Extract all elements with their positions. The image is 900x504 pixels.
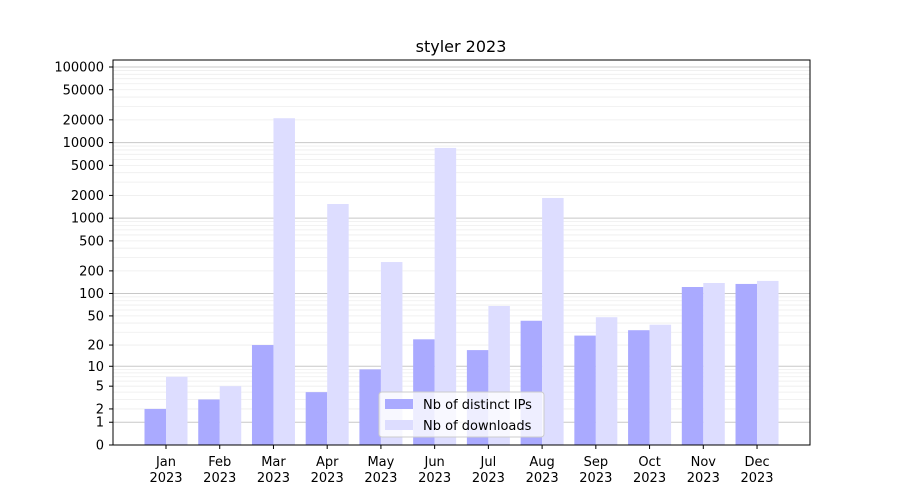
y-tick-label: 50000: [63, 83, 104, 98]
x-tick-label-year: 2023: [203, 471, 236, 486]
legend-swatch-ips: [385, 399, 413, 409]
axes-frame: [112, 59, 811, 446]
y-tick-label: 20000: [63, 113, 104, 128]
x-tick-label-year: 2023: [472, 471, 505, 486]
x-tick-label-year: 2023: [418, 471, 451, 486]
bar-downloads: [166, 376, 188, 445]
bar-ips: [198, 399, 220, 445]
legend: Nb of distinct IPs Nb of downloads: [378, 391, 545, 438]
x-tick-label: Jan: [155, 455, 176, 470]
bar-downloads: [649, 324, 672, 445]
x-tick-label: May: [367, 455, 394, 470]
x-tick-label: Mar: [261, 455, 286, 470]
x-tick-label-year: 2023: [364, 471, 397, 486]
bar-downloads: [327, 204, 349, 445]
bar-ips: [144, 408, 166, 445]
bar-downloads: [703, 282, 725, 445]
x-tick-label: Oct: [638, 455, 660, 470]
x-tick-label-year: 2023: [687, 471, 720, 486]
y-tick-label: 20: [87, 339, 104, 354]
x-tick-label: Jul: [480, 455, 497, 470]
bar-ips: [574, 335, 596, 445]
x-tick-label: Aug: [529, 455, 554, 470]
legend-swatch-downloads: [385, 420, 413, 430]
y-tick-label: 10000: [63, 136, 104, 151]
bar-ips: [251, 345, 274, 445]
bar-ips: [359, 369, 381, 445]
chart-title: styler 2023: [416, 37, 507, 56]
x-tick-label: Sep: [584, 455, 609, 470]
y-tick-label: 200: [79, 264, 104, 279]
bar-downloads: [542, 197, 564, 445]
x-tick-label: Jun: [423, 455, 444, 470]
y-tick-label: 1000: [71, 212, 104, 227]
y-tick-label: 0: [96, 439, 104, 454]
bar-downloads: [219, 386, 242, 445]
y-tick-label: 2000: [71, 189, 104, 204]
bar-ips: [681, 287, 704, 445]
x-tick-label: Feb: [208, 455, 231, 470]
y-tick-label: 2: [96, 402, 104, 417]
bar-downloads: [273, 118, 295, 446]
bar-downloads: [595, 317, 618, 445]
x-tick-label: Dec: [744, 455, 769, 470]
bar-ips: [305, 392, 328, 445]
y-tick-label: 50: [87, 309, 104, 324]
bars: [144, 118, 779, 446]
x-axis: Jan2023Feb2023Mar2023Apr2023May2023Jun20…: [149, 445, 774, 486]
y-tick-label: 5: [96, 380, 104, 395]
x-tick-label-year: 2023: [149, 471, 182, 486]
y-tick-label: 100000: [54, 60, 104, 75]
bar-downloads: [434, 147, 457, 445]
y-tick-label: 5000: [71, 159, 104, 174]
legend-box: [378, 391, 545, 438]
x-tick-label: Apr: [316, 455, 339, 470]
bar-ips: [735, 283, 758, 445]
legend-label-downloads: Nb of downloads: [423, 419, 532, 434]
y-tick-label: 500: [79, 234, 104, 249]
x-tick-label-year: 2023: [311, 471, 344, 486]
x-tick-label: Nov: [691, 455, 717, 470]
x-tick-label-year: 2023: [257, 471, 290, 486]
legend-label-ips: Nb of distinct IPs: [423, 398, 532, 413]
bar-downloads: [757, 280, 779, 445]
x-tick-label-year: 2023: [740, 471, 773, 486]
x-tick-label-year: 2023: [633, 471, 666, 486]
y-tick-label: 10: [87, 360, 104, 375]
y-tick-label: 100: [79, 287, 104, 302]
x-tick-label-year: 2023: [579, 471, 612, 486]
y-axis: 0 12 5 10 20 50 100 200 500 1000 2000 5000 10000 2000…: [54, 60, 113, 454]
x-tick-label-year: 2023: [526, 471, 559, 486]
y-tick-label: 1: [96, 416, 104, 431]
bar-ips: [628, 330, 650, 445]
